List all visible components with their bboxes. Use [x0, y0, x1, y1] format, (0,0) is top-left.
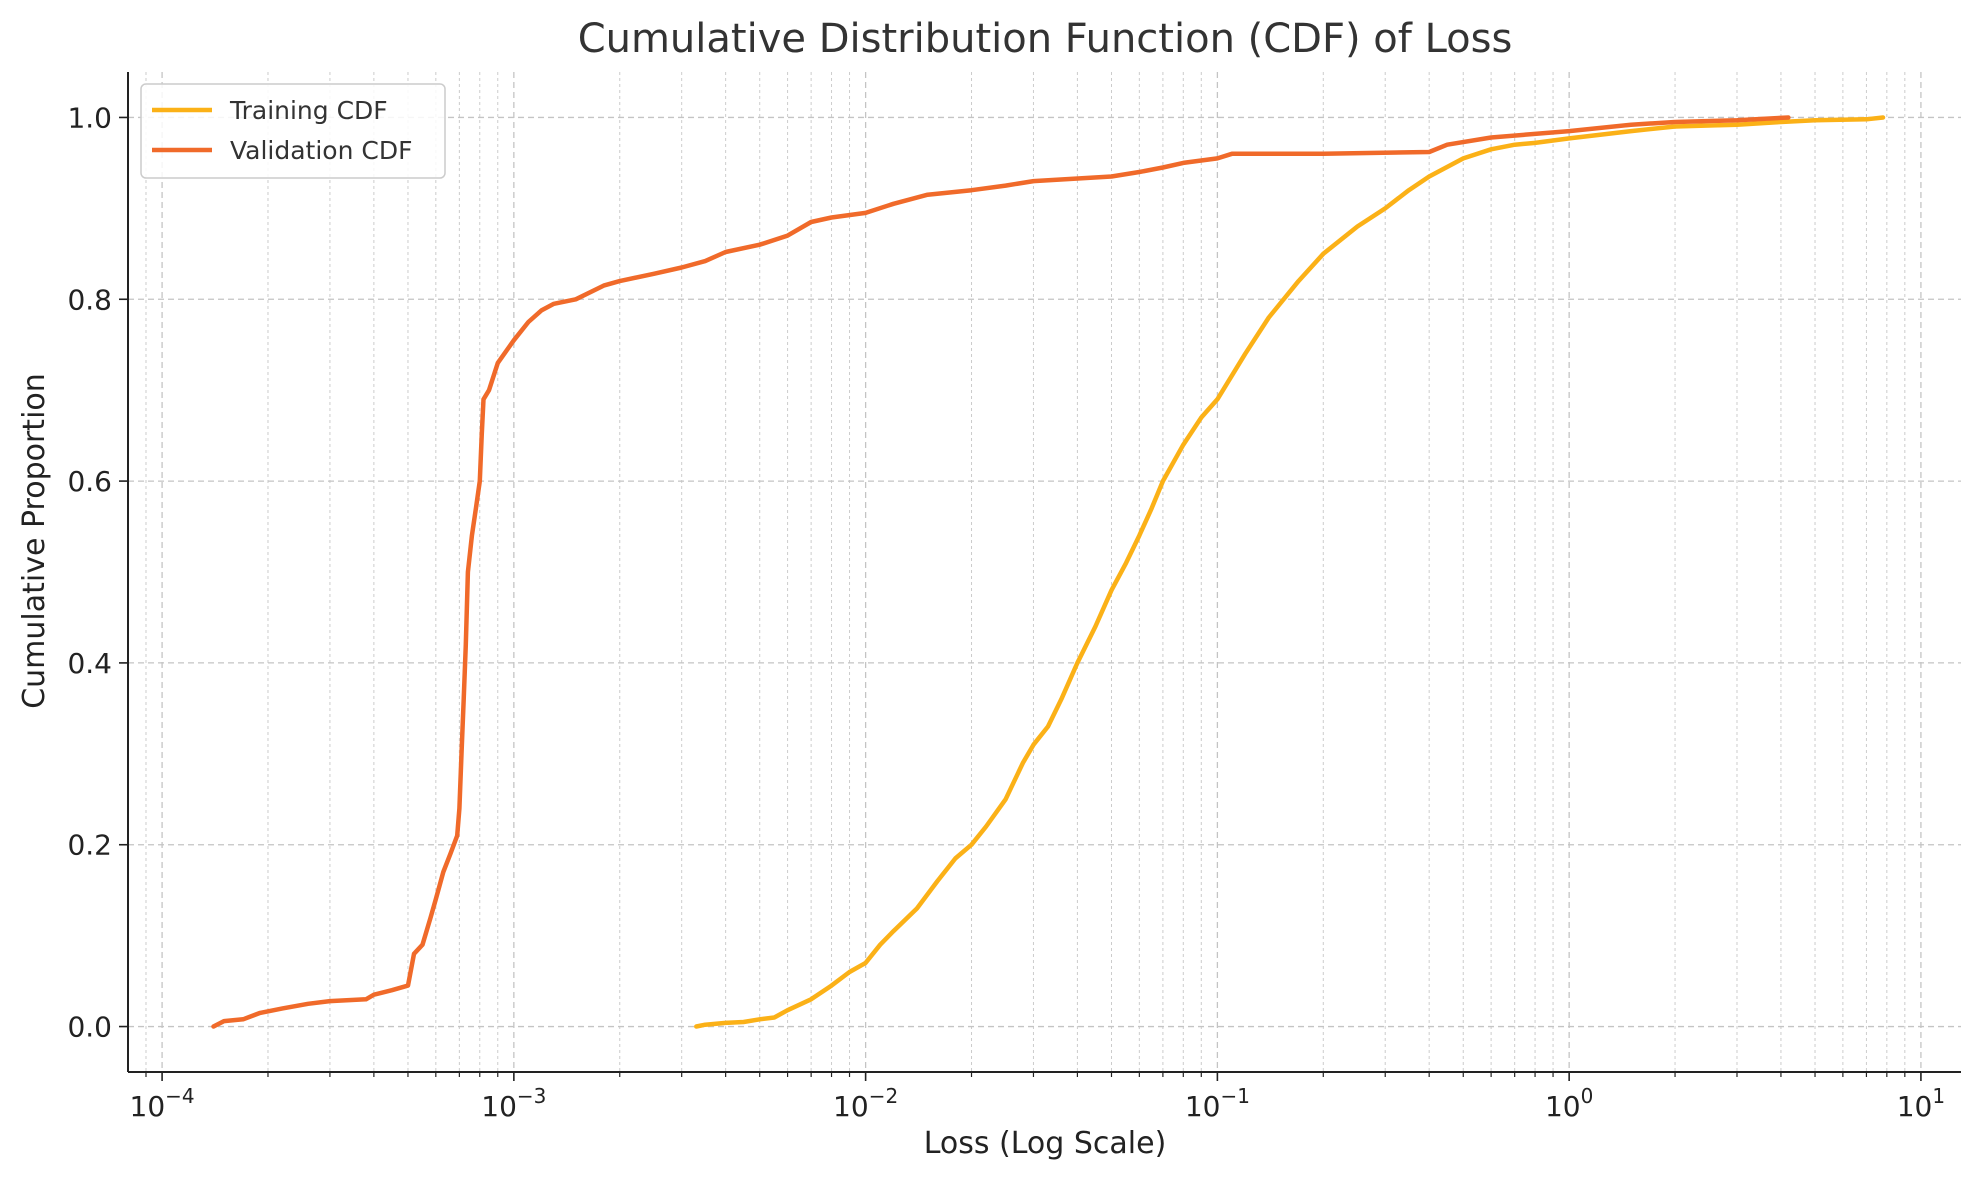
y-tick-label: 0.6	[67, 465, 112, 498]
x-tick-label: 10−1	[1185, 1084, 1250, 1123]
x-tick-label: 100	[1545, 1084, 1593, 1123]
y-tick-label: 0.8	[67, 283, 112, 316]
x-tick-label: 10−3	[481, 1084, 546, 1123]
minor-gridlines	[145, 72, 1906, 1072]
y-tick-label: 0.4	[67, 647, 112, 680]
series-line-validation	[211, 115, 1791, 1029]
chart-title: Cumulative Distribution Function (CDF) o…	[578, 16, 1513, 62]
y-tick-label: 1.0	[67, 101, 112, 134]
y-axis-label: Cumulative Proportion	[17, 373, 52, 709]
x-tick-label: 101	[1897, 1084, 1945, 1123]
series-line-training	[694, 115, 1886, 1029]
legend-frame	[140, 83, 446, 179]
x-tick-label: 10−4	[130, 1084, 195, 1123]
series-lines	[211, 115, 1886, 1029]
axes	[127, 72, 1961, 1073]
legend-label-training: Training CDF	[229, 96, 388, 125]
y-tick-label: 0.2	[67, 829, 112, 862]
x-tick-label: 10−2	[833, 1084, 898, 1123]
x-axis-label: Loss (Log Scale)	[924, 1126, 1167, 1161]
legend-label-validation: Validation CDF	[230, 136, 412, 165]
legend: Training CDF Validation CDF	[140, 83, 446, 179]
y-tick-label: 0.0	[67, 1011, 112, 1044]
tick-marks-and-labels: 10−4 10−3 10−2 10−1 100 101 0.0 0.2 0.4 0.6 0.8 1.0	[67, 101, 1945, 1123]
